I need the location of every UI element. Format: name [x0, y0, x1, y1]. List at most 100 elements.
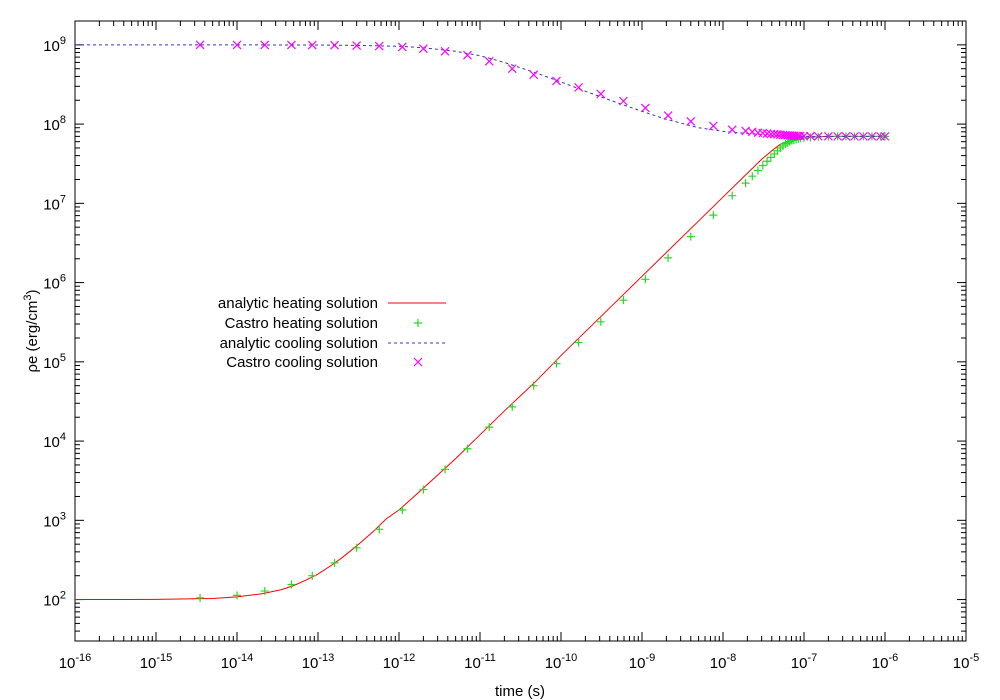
data-point: [552, 359, 561, 368]
data-point: [762, 129, 772, 138]
data-point: [196, 593, 205, 602]
data-point: [485, 423, 494, 432]
data-point: [233, 591, 241, 600]
data-point: [641, 275, 650, 284]
y-tick-label-exp: 6: [60, 273, 66, 285]
data-point: [795, 131, 805, 141]
y-tick-label: 108: [43, 114, 66, 134]
x-tick-label-exp: -8: [726, 652, 736, 664]
data-point: [195, 40, 205, 50]
data-point: [686, 232, 695, 241]
x-tick-label-exp: -12: [399, 652, 415, 664]
y-tick-label-base: 10: [43, 434, 60, 451]
data-point: [619, 296, 628, 305]
legend: analytic heating solution Castro heating …: [218, 295, 446, 371]
data-point: [574, 338, 583, 347]
legend-marker-sample: [414, 319, 422, 327]
data-point: [307, 40, 317, 50]
data-point: [260, 40, 270, 50]
y-tick-label: 106: [43, 273, 66, 293]
x-tick-label-base: 10: [872, 655, 889, 672]
data-point: [352, 543, 361, 552]
x-tick-label-exp: -7: [807, 652, 817, 664]
x-tick-label: 10-5: [953, 652, 979, 672]
data-point: [552, 76, 561, 86]
x-tick-label-exp: -16: [75, 652, 91, 664]
y-tick-label-exp: 9: [60, 35, 66, 47]
x-tick-label: 10-14: [221, 652, 254, 672]
data-point: [352, 41, 362, 50]
x-tick-label-exp: -6: [888, 652, 898, 664]
y-tick-label-exp: 2: [60, 590, 66, 602]
data-point: [758, 128, 768, 138]
data-point: [850, 131, 859, 141]
y-tick-label-base: 10: [43, 196, 60, 213]
y-axis-label-suffix: ): [24, 289, 41, 294]
x-tick-label-base: 10: [545, 655, 562, 672]
x-tick-label-base: 10: [302, 655, 319, 672]
data-point: [529, 381, 538, 390]
y-axis-label: ρe (erg/cm3): [22, 289, 41, 372]
y-tick-label: 102: [43, 590, 66, 610]
x-axis-label: time (s): [495, 683, 545, 700]
data-point: [441, 465, 450, 474]
data-point: [727, 125, 737, 135]
legend-label: analytic heating solution: [218, 295, 378, 312]
x-tick-label-base: 10: [221, 655, 238, 672]
x-tick-label-base: 10: [464, 655, 481, 672]
x-tick-label: 10-12: [383, 652, 416, 672]
series-line: [75, 44, 885, 137]
y-tick-label-exp: 7: [60, 193, 66, 205]
y-tick-label: 105: [43, 352, 66, 372]
y-tick-label-exp: 3: [60, 510, 66, 522]
x-tick-label: 10-10: [545, 652, 578, 672]
x-tick-label: 10-11: [464, 652, 496, 672]
data-point: [375, 525, 384, 534]
data-point: [728, 191, 737, 200]
series-3: [195, 40, 890, 141]
data-point: [374, 41, 384, 51]
x-tick-label-exp: -5: [969, 652, 979, 664]
data-point: [619, 96, 628, 106]
y-tick-label: 109: [43, 35, 66, 55]
series-0: [74, 135, 885, 601]
x-tick-label-base: 10: [59, 655, 76, 672]
data-point: [529, 70, 539, 80]
x-tick-label-exp: -11: [481, 652, 496, 664]
data-point: [805, 131, 815, 141]
x-tick-label: 10-13: [302, 652, 335, 672]
data-point: [419, 485, 428, 494]
x-tick-label-base: 10: [383, 655, 400, 672]
data-point: [833, 131, 843, 141]
x-tick-label-base: 10: [140, 655, 157, 672]
data-point: [880, 131, 890, 141]
y-tick-label-base: 10: [43, 593, 60, 610]
y-tick-label-base: 10: [43, 117, 60, 134]
y-axis-label-sup: 3: [22, 294, 34, 300]
data-point: [418, 44, 428, 54]
x-tick-label: 10-7: [791, 652, 817, 672]
x-tick-label-exp: -15: [156, 652, 172, 664]
data-point: [440, 46, 450, 56]
y-axis-label-prefix: ρe (erg/cm: [24, 301, 41, 373]
plot-area: [74, 40, 890, 602]
data-point: [596, 89, 606, 99]
data-point: [663, 111, 673, 121]
series-2: [75, 44, 885, 137]
data-point: [508, 402, 517, 411]
y-tick-label: 104: [43, 431, 66, 451]
data-point: [574, 83, 584, 92]
data-point: [463, 50, 472, 60]
y-tick-label-base: 10: [43, 513, 60, 530]
data-point: [640, 103, 650, 113]
data-point: [330, 40, 339, 50]
data-point: [867, 131, 877, 141]
data-point: [799, 131, 809, 141]
data-point: [858, 131, 868, 141]
data-point: [806, 133, 815, 142]
series-line: [74, 135, 885, 601]
y-tick-label-exp: 5: [60, 352, 66, 364]
y-tick-label: 103: [43, 510, 66, 530]
x-tick-label-base: 10: [791, 655, 808, 672]
x-tick-label: 10-16: [59, 652, 92, 672]
